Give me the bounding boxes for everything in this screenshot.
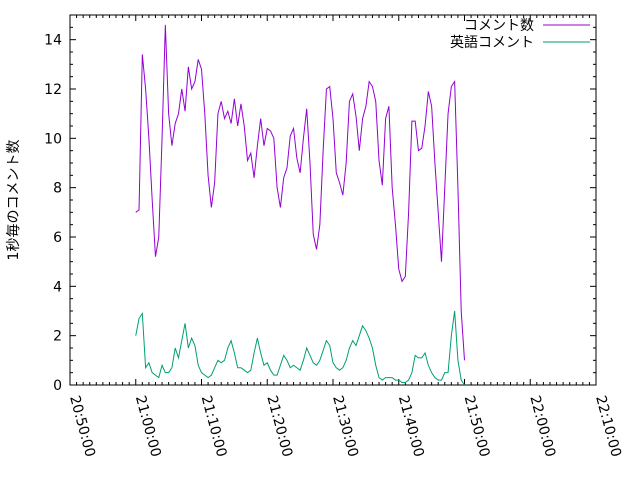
legend-label-0: コメント数 [464,18,534,34]
y-tick-label: 0 [53,378,62,394]
y-tick-label: 10 [44,131,62,147]
x-tick-label: 20:50:00 [66,394,98,459]
y-tick-label: 8 [53,181,62,197]
x-tick-label: 21:30:00 [329,394,361,459]
y-tick-label: 6 [53,230,62,246]
x-tick-label: 21:40:00 [395,394,427,459]
x-tick-label: 21:50:00 [461,394,493,459]
x-tick-label: 21:20:00 [263,394,295,459]
x-tick-label: 21:10:00 [198,394,230,459]
x-tick-label: 22:00:00 [526,394,558,459]
y-tick-label: 12 [44,82,62,98]
series-layer [135,24,465,386]
legend-label-1: 英語コメント [450,34,534,51]
x-tick-label: 21:00:00 [132,394,164,459]
y-axis-label: 1秒毎のコメント数 [6,140,22,261]
series-line-0 [135,24,465,361]
axis-ticks: 0 2 4 6 8 10 12 14 20:50:00 21:00:00 21:10:00 21:20… [44,15,624,459]
plot-frame [69,14,597,386]
series-line-1 [135,310,465,386]
x-tick-label: 22:10:00 [592,394,624,459]
y-tick-label: 4 [53,279,62,295]
y-tick-label: 2 [53,329,62,345]
y-tick-label: 14 [44,33,62,49]
